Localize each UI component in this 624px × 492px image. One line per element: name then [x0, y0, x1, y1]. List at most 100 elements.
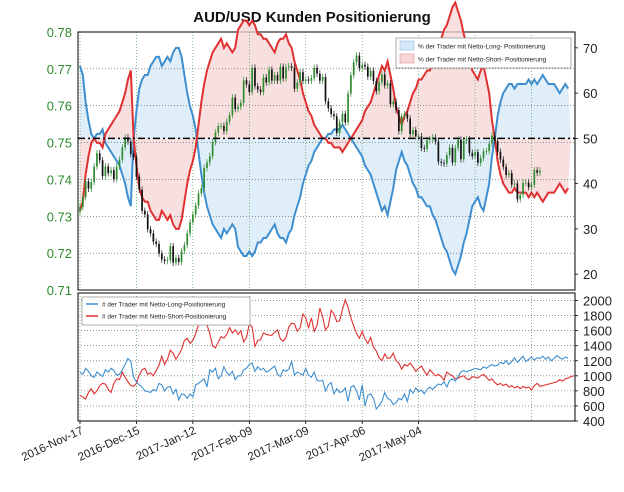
price-candle: [307, 79, 310, 81]
price-candle: [372, 70, 375, 82]
percent-tick-label: 30: [583, 222, 597, 237]
price-candle: [200, 188, 203, 194]
price-candle: [536, 170, 538, 173]
price-candle: [378, 82, 380, 92]
price-candle: [211, 142, 214, 157]
top-legend: % der Trader mit Netto-Long- Positionier…: [395, 37, 572, 69]
price-candle: [530, 184, 533, 188]
price-candle: [414, 130, 417, 137]
price-candle: [313, 67, 316, 79]
price-candle: [96, 153, 98, 167]
price-candle: [87, 181, 90, 189]
price-candle: [364, 64, 366, 67]
price-candle: [138, 176, 141, 190]
price-candle: [234, 97, 237, 110]
price-candle: [132, 153, 135, 157]
percent-tick-label: 20: [583, 267, 597, 282]
short-count-line: [79, 298, 574, 401]
price-candle: [431, 137, 434, 140]
price-candle: [420, 136, 423, 149]
price-candle: [519, 194, 522, 200]
price-candle: [496, 141, 499, 152]
price-candle: [93, 166, 95, 183]
price-candle: [245, 80, 248, 85]
price-candle: [454, 148, 457, 163]
price-candle: [440, 161, 443, 163]
price-candle: [135, 156, 138, 177]
percent-tick-label: 60: [583, 86, 597, 101]
price-candle: [169, 246, 172, 261]
price-candle: [406, 114, 409, 119]
price-candle: [293, 67, 296, 89]
price-candle: [101, 160, 104, 177]
price-tick-label: 0.73: [47, 209, 72, 224]
price-candle: [434, 137, 437, 142]
price-candle: [350, 75, 352, 94]
price-candle: [474, 152, 476, 157]
percent-tick-label: 40: [583, 177, 597, 192]
price-candle: [338, 122, 341, 133]
price-candle: [524, 182, 527, 184]
price-candle: [302, 72, 304, 82]
price-tick-label: 0.74: [47, 172, 72, 187]
price-tick-label: 0.78: [47, 25, 72, 40]
count-tick-label: 400: [583, 414, 605, 429]
price-candle: [426, 139, 428, 149]
price-candle: [539, 170, 541, 173]
price-candle: [522, 182, 524, 195]
price-candle: [347, 93, 349, 123]
price-candle: [381, 74, 383, 83]
price-candle: [152, 233, 155, 242]
price-candle: [510, 173, 513, 185]
price-candle: [471, 152, 474, 157]
price-candle: [273, 75, 276, 81]
price-candle: [451, 147, 454, 163]
price-candle: [310, 78, 313, 81]
price-candle: [423, 148, 426, 149]
price-candle: [285, 67, 287, 79]
price-candle: [533, 170, 536, 185]
price-tick-label: 0.77: [47, 62, 72, 77]
price-candle: [231, 97, 234, 115]
price-candle: [98, 153, 101, 161]
price-candle: [505, 166, 507, 176]
price-candle: [124, 137, 127, 148]
price-candle: [327, 101, 330, 109]
legend-long-count-label: # der Trader mit Netto-Long-Positionieru…: [102, 302, 226, 309]
bottom-legend: # der Trader mit Netto-Long-Positionieru…: [81, 296, 251, 326]
price-candle: [194, 205, 197, 215]
price-candle: [113, 170, 115, 180]
price-candle: [341, 113, 344, 123]
price-candle: [90, 182, 93, 189]
price-candle: [335, 116, 338, 133]
price-candle: [223, 125, 225, 132]
price-sentiment-panel: 0.71 0.72 0.73 0.74 0.75 0.76 0.77 0.78 20 30 40 5…: [47, 0, 597, 298]
price-candle: [127, 137, 129, 142]
price-candle: [203, 168, 206, 189]
percent-tick-label: 70: [583, 41, 597, 56]
price-candle: [110, 170, 112, 174]
price-candle: [121, 147, 124, 160]
chart-title: AUD/USD Kunden Positionierung: [193, 9, 431, 26]
price-candle: [256, 86, 259, 90]
price-candle: [513, 183, 516, 185]
legend-long-label: % der Trader mit Netto-Long- Positionier…: [418, 44, 546, 51]
count-tick-label: 800: [583, 384, 605, 399]
price-candle: [242, 80, 245, 103]
price-candle: [462, 140, 465, 160]
price-candle: [352, 62, 355, 76]
price-candle: [417, 136, 420, 138]
price-candle: [355, 55, 358, 63]
price-candle: [429, 139, 431, 141]
price-candle: [287, 66, 290, 68]
price-candle: [395, 101, 397, 111]
price-candle: [485, 151, 488, 152]
price-candle: [206, 162, 208, 169]
price-candle: [186, 233, 189, 246]
price-candle: [502, 159, 505, 167]
count-tick-label: 600: [583, 399, 605, 414]
price-candle: [403, 114, 406, 117]
legend-short-label: % der Trader mit Netto-Short- Positionie…: [418, 57, 547, 64]
price-candle: [369, 70, 372, 77]
